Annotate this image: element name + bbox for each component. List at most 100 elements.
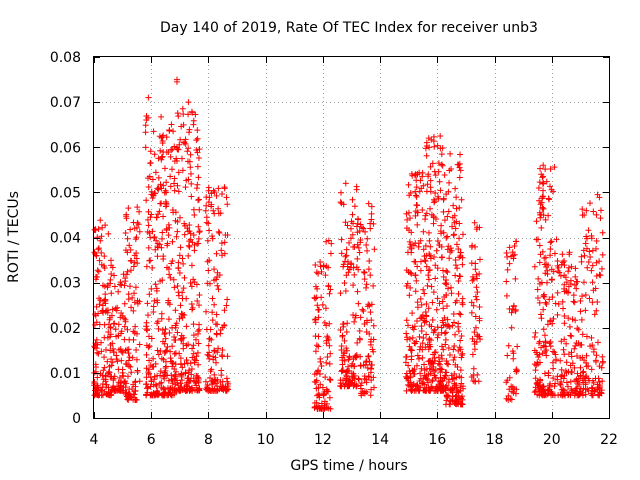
roti-point bbox=[327, 405, 334, 412]
roti-point bbox=[160, 253, 167, 260]
roti-point bbox=[221, 307, 228, 314]
roti-point bbox=[177, 335, 184, 342]
roti-point bbox=[448, 165, 455, 172]
roti-point bbox=[213, 359, 220, 366]
roti-point bbox=[193, 353, 200, 360]
roti-point bbox=[506, 374, 513, 381]
roti-point bbox=[338, 236, 345, 243]
roti-point bbox=[117, 279, 124, 286]
roti-point bbox=[355, 244, 362, 251]
roti-point bbox=[175, 264, 182, 271]
roti-point bbox=[532, 384, 539, 391]
roti-point bbox=[453, 374, 460, 381]
roti-point bbox=[188, 301, 195, 308]
roti-point bbox=[583, 207, 590, 214]
roti-point bbox=[101, 283, 108, 290]
roti-point bbox=[174, 228, 181, 235]
roti-point bbox=[365, 353, 372, 360]
roti-point bbox=[196, 206, 203, 213]
roti-point bbox=[406, 244, 413, 251]
roti-point bbox=[206, 335, 213, 342]
roti-point bbox=[571, 281, 578, 288]
roti-point bbox=[573, 285, 580, 292]
roti-point bbox=[568, 369, 575, 376]
roti-point bbox=[160, 213, 167, 220]
roti-point bbox=[164, 242, 171, 249]
roti-point bbox=[550, 268, 557, 275]
roti-point bbox=[514, 343, 521, 350]
roti-point bbox=[355, 375, 362, 382]
roti-point bbox=[215, 185, 222, 192]
roti-point bbox=[188, 180, 195, 187]
y-tick-label: 0.02 bbox=[50, 321, 81, 337]
roti-point bbox=[134, 369, 141, 376]
roti-point bbox=[115, 332, 122, 339]
roti-point bbox=[442, 336, 449, 343]
y-tick-label: 0.06 bbox=[50, 140, 81, 156]
roti-point bbox=[577, 308, 584, 315]
roti-point bbox=[159, 327, 166, 334]
roti-point bbox=[323, 386, 330, 393]
roti-point bbox=[582, 391, 589, 398]
roti-point bbox=[101, 334, 108, 341]
roti-point bbox=[311, 294, 318, 301]
roti-point bbox=[563, 279, 570, 286]
roti-point bbox=[472, 313, 479, 320]
roti-point bbox=[98, 249, 105, 256]
roti-point bbox=[157, 147, 164, 154]
roti-point bbox=[450, 202, 457, 209]
roti-point bbox=[312, 262, 319, 269]
roti-point bbox=[402, 373, 409, 380]
roti-point bbox=[420, 334, 427, 341]
roti-point bbox=[125, 357, 132, 364]
roti-point bbox=[404, 216, 411, 223]
x-tick-label: 18 bbox=[486, 432, 504, 448]
roti-point bbox=[363, 376, 370, 383]
roti-point bbox=[510, 303, 517, 310]
roti-point bbox=[124, 326, 131, 333]
roti-point bbox=[172, 350, 179, 357]
roti-point bbox=[174, 182, 181, 189]
roti-point bbox=[561, 372, 568, 379]
roti-point bbox=[191, 241, 198, 248]
roti-point bbox=[367, 272, 374, 279]
roti-point bbox=[219, 190, 226, 197]
roti-point bbox=[367, 392, 374, 399]
roti-point-peak bbox=[594, 191, 601, 198]
roti-point bbox=[98, 233, 105, 240]
roti-point bbox=[512, 308, 519, 315]
roti-point bbox=[205, 220, 212, 227]
roti-point bbox=[343, 252, 350, 259]
roti-point bbox=[163, 363, 170, 370]
roti-point bbox=[407, 284, 414, 291]
roti-point bbox=[576, 381, 583, 388]
roti-point bbox=[357, 390, 364, 397]
roti-point bbox=[344, 258, 351, 265]
roti-point bbox=[195, 197, 202, 204]
roti-point bbox=[451, 380, 458, 387]
roti-point bbox=[110, 377, 117, 384]
roti-point bbox=[414, 263, 421, 270]
roti-point bbox=[364, 365, 371, 372]
roti-point bbox=[585, 363, 592, 370]
roti-point bbox=[456, 373, 463, 380]
roti-point bbox=[444, 213, 451, 220]
roti-point bbox=[423, 263, 430, 270]
roti-point bbox=[172, 372, 179, 379]
roti-point bbox=[513, 367, 520, 374]
roti-point bbox=[166, 329, 173, 336]
roti-point bbox=[406, 292, 413, 299]
roti-point bbox=[599, 251, 606, 258]
roti-point bbox=[547, 239, 554, 246]
roti-point bbox=[599, 353, 606, 360]
x-tick-label: 8 bbox=[204, 432, 213, 448]
roti-point bbox=[315, 384, 322, 391]
roti-point bbox=[209, 317, 216, 324]
roti-point bbox=[357, 336, 364, 343]
roti-point bbox=[157, 200, 164, 207]
roti-point bbox=[337, 326, 344, 333]
roti-point bbox=[129, 354, 136, 361]
roti-point bbox=[105, 391, 112, 398]
roti-point bbox=[593, 259, 600, 266]
roti-point bbox=[354, 241, 361, 248]
